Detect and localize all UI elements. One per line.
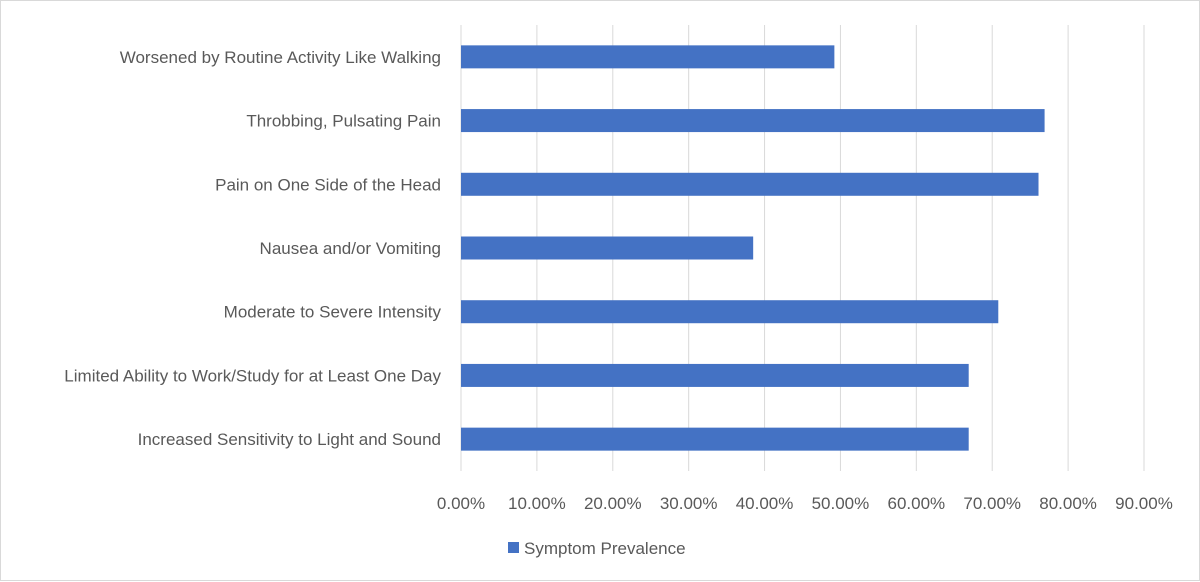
category-label: Throbbing, Pulsating Pain xyxy=(246,112,441,131)
x-tick-label: 30.00% xyxy=(660,494,718,513)
x-tick-label: 50.00% xyxy=(812,494,870,513)
bar xyxy=(461,427,969,451)
x-tick-label: 80.00% xyxy=(1039,494,1097,513)
x-tick-labels: 0.00% 10.00% 20.00% 30.00% 40.00% 50.00% 60.00… xyxy=(437,494,1173,513)
gridlines xyxy=(460,25,1145,471)
category-label: Limited Ability to Work/Study for at Lea… xyxy=(64,366,441,385)
category-labels: Worsened by Routine Activity Like Walkin… xyxy=(64,48,441,449)
legend-swatch xyxy=(508,542,519,553)
bar xyxy=(461,172,1039,196)
category-label: Increased Sensitivity to Light and Sound xyxy=(138,430,441,449)
bar xyxy=(461,45,835,69)
legend: Symptom Prevalence xyxy=(508,539,686,558)
bars xyxy=(461,45,1045,451)
x-tick-label: 20.00% xyxy=(584,494,642,513)
x-tick-label: 90.00% xyxy=(1115,494,1173,513)
category-label: Pain on One Side of the Head xyxy=(215,175,441,194)
bar xyxy=(461,363,969,387)
category-label: Moderate to Severe Intensity xyxy=(224,303,442,322)
bar xyxy=(461,236,754,260)
x-tick-label: 70.00% xyxy=(963,494,1021,513)
bar xyxy=(461,109,1045,133)
category-label: Nausea and/or Vomiting xyxy=(260,239,441,258)
legend-label: Symptom Prevalence xyxy=(524,539,686,558)
x-tick-label: 10.00% xyxy=(508,494,566,513)
x-tick-label: 40.00% xyxy=(736,494,794,513)
x-tick-label: 0.00% xyxy=(437,494,485,513)
category-label: Worsened by Routine Activity Like Walkin… xyxy=(120,48,441,67)
x-tick-label: 60.00% xyxy=(887,494,945,513)
bar xyxy=(461,300,999,324)
